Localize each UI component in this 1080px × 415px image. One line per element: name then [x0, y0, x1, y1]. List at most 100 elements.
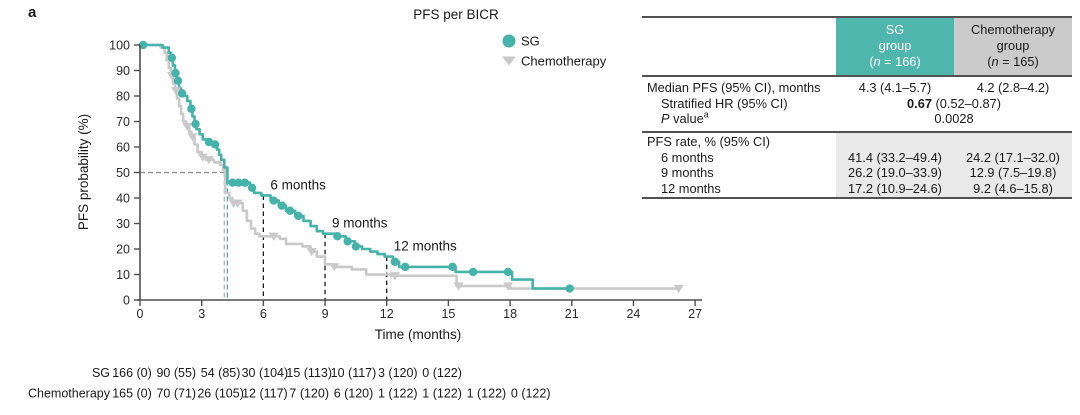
median-pfs-label: Median PFS (95% CI), months — [647, 80, 821, 96]
risk-value: 10 (117) — [331, 366, 377, 380]
censor-circle — [468, 267, 478, 277]
censor-circle — [401, 262, 410, 272]
censor-circle — [565, 284, 574, 293]
pfs-rate-label: PFS rate, % (95% CI) — [647, 133, 771, 149]
rate-6mo-chemo: 24.2 (17.1–32.0) — [954, 149, 1072, 166]
censor-triangle — [197, 153, 208, 162]
censor-circle — [187, 104, 196, 113]
table-rule-top — [642, 16, 1072, 18]
risk-value: 90 (55) — [156, 366, 196, 380]
median-pfs-chemo: 4.2 (2.8–4.2) — [976, 80, 1050, 96]
risk-value: 6 (120) — [334, 387, 374, 401]
x-tick-label: 27 — [688, 307, 702, 321]
censor-triangle — [389, 272, 400, 281]
rate-12mo-label: 12 months — [661, 181, 721, 197]
hr-label: Stratified HR (95% CI) — [661, 95, 788, 111]
risk-value: 70 (71) — [156, 387, 196, 401]
table-rule-mid — [642, 130, 1072, 133]
header-sg-group: SG group (n = 166) — [836, 18, 954, 75]
median-pfs-row: Median PFS (95% CI), months 4.3 (4.1–5.7… — [642, 77, 1072, 96]
censor-triangle — [187, 133, 198, 142]
header-empty-cell — [642, 18, 836, 75]
median-pfs-sg: 4.3 (4.1–5.7) — [858, 80, 932, 96]
risk-row-label: SG — [92, 366, 110, 380]
x-tick-label: 6 — [260, 307, 267, 321]
censor-triangle — [170, 87, 181, 96]
censor-circle — [351, 242, 361, 251]
censor-circle — [234, 178, 243, 187]
risk-value: 3 (120) — [378, 366, 418, 380]
censor-triangle — [329, 263, 340, 272]
hr-value: 0.67 (0.52–0.87) — [907, 95, 1001, 111]
risk-value: 12 (117) — [242, 387, 288, 401]
y-tick-label: 0 — [123, 294, 130, 308]
legend-chemo-label: Chemotherapy — [521, 54, 607, 69]
legend-sg-label: SG — [521, 34, 540, 49]
y-tick-label: 80 — [116, 90, 130, 104]
risk-value: 166 (0) — [112, 366, 152, 380]
pfs-rate-section-row: PFS rate, % (95% CI) — [642, 132, 1072, 150]
pfs-rate-empty-shade — [836, 132, 1072, 150]
risk-value: 1 (122) — [467, 387, 507, 401]
censor-triangle — [203, 156, 214, 165]
x-tick-label: 12 — [380, 307, 394, 321]
y-tick-label: 50 — [116, 166, 130, 180]
timepoint-label-12: 12 months — [394, 239, 457, 254]
km-curve-sg — [140, 43, 572, 290]
timepoint-label-6: 6 months — [270, 177, 326, 192]
p-value: 0.0028 — [934, 111, 974, 127]
p-value-label: P valuea — [661, 110, 709, 127]
censor-circle — [269, 196, 278, 205]
x-axis-label: Time (months) — [375, 327, 462, 342]
risk-row-label: Chemotherapy — [28, 387, 111, 401]
chemo-group-name: Chemotherapy — [971, 22, 1055, 37]
header-chemo-group: Chemotherapy group (n = 165) — [954, 18, 1072, 75]
panel-label: a — [28, 4, 37, 21]
p-value-row: P valuea 0.0028 — [642, 111, 1072, 131]
censor-circle — [503, 267, 513, 277]
y-axis-label: PFS probability (%) — [76, 114, 91, 230]
censor-circle — [171, 68, 180, 78]
rate-6mo-sg: 41.4 (33.2–49.4) — [836, 149, 954, 166]
censor-circle — [294, 211, 303, 221]
y-tick-label: 60 — [116, 141, 130, 155]
table-rule-bottom — [642, 196, 1072, 199]
outcomes-table: SG group (n = 166) Chemotherapy group (n… — [642, 16, 1072, 199]
rate-9mo-chemo: 12.9 (7.5–19.8) — [954, 165, 1072, 181]
y-tick-label: 90 — [116, 64, 130, 78]
chart-title: PFS per BICR — [413, 7, 499, 22]
censor-circle — [343, 237, 352, 246]
rate-6mo-row: 6 months 41.4 (33.2–49.4) 24.2 (17.1–32.… — [642, 149, 1072, 166]
risk-value: 0 (122) — [422, 366, 462, 380]
censor-circle — [390, 257, 400, 266]
risk-value: 1 (122) — [378, 387, 418, 401]
censor-circle — [285, 206, 295, 215]
y-tick-label: 20 — [116, 243, 130, 257]
y-tick-label: 40 — [116, 192, 130, 206]
risk-value: 1 (122) — [422, 387, 462, 401]
censor-circle — [210, 140, 220, 149]
risk-value: 165 (0) — [112, 387, 152, 401]
rate-12mo-sg: 17.2 (10.9–24.6) — [836, 180, 954, 197]
censor-triangle — [182, 123, 193, 132]
rate-9mo-row: 9 months 26.2 (19.0–33.9) 12.9 (7.5–19.8… — [642, 165, 1072, 181]
risk-value: 15 (113) — [286, 366, 332, 380]
censor-circle — [191, 119, 200, 129]
sg-group-sub: group — [878, 37, 912, 53]
y-tick-label: 10 — [116, 268, 130, 282]
x-tick-label: 21 — [565, 307, 579, 321]
x-tick-label: 0 — [137, 307, 144, 321]
rate-12mo-chemo: 9.2 (4.6–15.8) — [954, 180, 1072, 197]
risk-value: 26 (105) — [197, 387, 244, 401]
censor-triangle — [268, 232, 279, 241]
censor-triangle — [453, 282, 464, 291]
censor-circle — [277, 201, 287, 210]
hr-row: Stratified HR (95% CI) 0.67 (0.52–0.87) — [642, 96, 1072, 112]
censor-circle — [177, 89, 187, 98]
censor-circle — [167, 53, 177, 62]
legend-chemo-marker-icon — [502, 56, 516, 66]
risk-value: 30 (104) — [242, 366, 289, 380]
chemo-group-sub: group — [996, 37, 1030, 53]
y-tick-label: 100 — [109, 39, 130, 53]
